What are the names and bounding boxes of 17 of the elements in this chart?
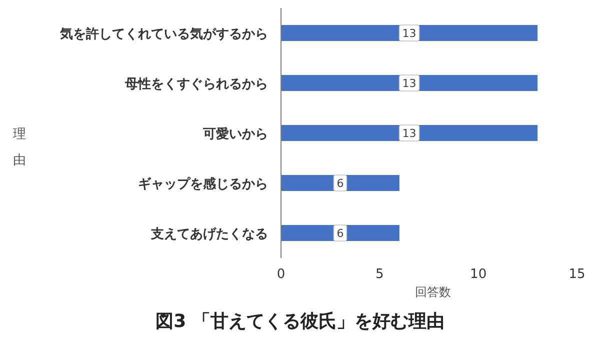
y-tick-label: ギャップを感じるから <box>138 176 268 192</box>
x-tick-label: 15 <box>568 267 586 282</box>
x-axis-title: 回答数 <box>415 285 451 299</box>
data-label: 6 <box>336 177 344 190</box>
y-tick-label: 支えてあげたくなる <box>150 227 268 242</box>
x-tick-label: 5 <box>376 267 384 282</box>
data-label: 6 <box>336 227 344 240</box>
y-tick-label: 母性をくすぐられるから <box>124 77 268 92</box>
text: 図3 「甘えてくる彼氏」を好む理由 <box>156 311 444 332</box>
x-tick-label: 0 <box>276 267 286 282</box>
x-tick-label: 10 <box>470 267 487 282</box>
y-axis-title: 理由 <box>13 126 27 170</box>
data-label: 13 <box>402 127 416 140</box>
y-tick-label: 可愛いから <box>202 126 268 142</box>
data-label: 13 <box>402 77 416 90</box>
y-tick-label: 気を許してくれている気がするから <box>59 26 268 42</box>
data-label: 13 <box>402 27 416 40</box>
